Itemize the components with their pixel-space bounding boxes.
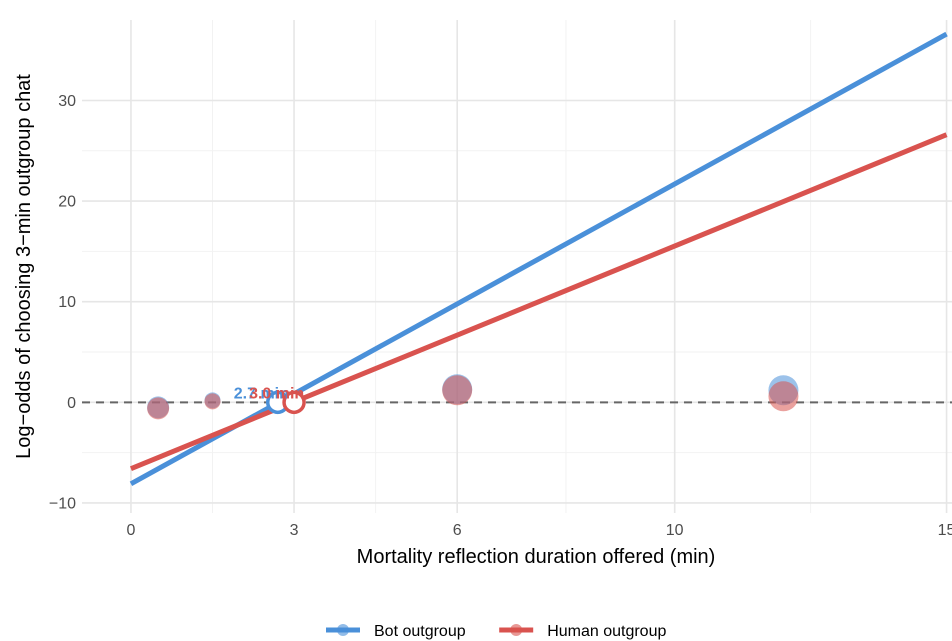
- grid: [82, 20, 952, 513]
- data-point: [204, 393, 221, 410]
- y-tick-label: 0: [67, 395, 76, 412]
- y-tick-label: 30: [58, 93, 76, 110]
- y-tick-label: −10: [49, 495, 76, 512]
- x-tick-label: 15: [938, 522, 952, 539]
- data-point: [147, 397, 170, 420]
- crossing-label: 2.7 min: [234, 385, 289, 402]
- data-point: [768, 381, 799, 412]
- y-axis-title: Log−odds of choosing 3−min outgroup chat: [13, 74, 35, 459]
- y-tick-label: 20: [58, 194, 76, 211]
- data-point: [442, 375, 473, 406]
- legend-key-point: [337, 624, 349, 636]
- crossing-label: 3.0 min: [249, 385, 304, 402]
- fit-line: [129, 132, 948, 472]
- tick-labels: 0 3 6 10 15 −10 0 10 20 30: [49, 93, 952, 539]
- legend: Bot outgroup Human outgroup: [326, 623, 666, 640]
- x-tick-label: 10: [666, 522, 684, 539]
- x-tick-label: 6: [453, 522, 462, 539]
- fit-lines: [129, 31, 948, 487]
- y-tick-label: 10: [58, 294, 76, 311]
- data-points: [147, 374, 799, 420]
- legend-label: Bot outgroup: [374, 623, 466, 640]
- crossing-marker: [282, 390, 306, 415]
- legend-label: Human outgroup: [547, 623, 666, 640]
- legend-key-point: [510, 624, 523, 636]
- x-axis-title: Mortality reflection duration offered (m…: [357, 546, 716, 568]
- fit-line: [129, 31, 948, 487]
- x-tick-label: 3: [290, 522, 299, 539]
- x-tick-label: 0: [126, 522, 135, 539]
